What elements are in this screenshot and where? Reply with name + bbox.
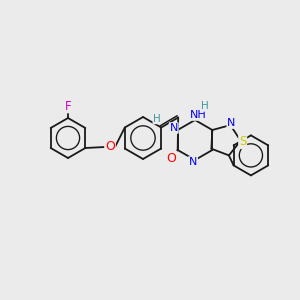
Text: NH: NH: [190, 110, 206, 120]
Text: N: N: [169, 123, 178, 133]
Text: O: O: [105, 140, 115, 154]
Text: S: S: [239, 135, 246, 148]
Text: H: H: [153, 113, 161, 124]
Text: O: O: [167, 152, 177, 164]
Text: F: F: [65, 100, 71, 112]
Text: N: N: [227, 118, 236, 128]
Text: H: H: [201, 101, 209, 111]
Text: N: N: [189, 157, 197, 167]
